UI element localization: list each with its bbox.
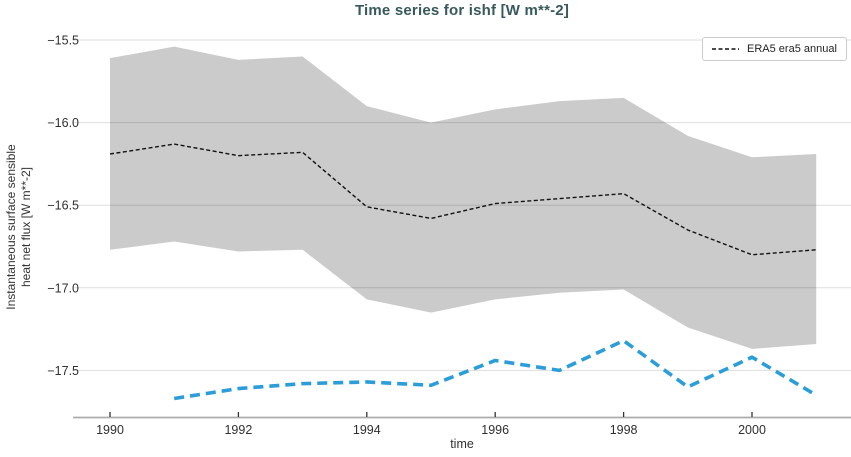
x-tick-labels: 1990 1992 1994 1996 1998 2000 (96, 423, 766, 437)
svg-text:1992: 1992 (224, 423, 252, 437)
dashed-line-icon (712, 48, 739, 50)
svg-text:1994: 1994 (353, 423, 381, 437)
legend-label: ERA5 era5 annual (747, 43, 837, 55)
svg-text:−15.5: −15.5 (47, 34, 79, 48)
svg-text:1990: 1990 (96, 423, 124, 437)
svg-text:1996: 1996 (481, 423, 509, 437)
legend: ERA5 era5 annual (702, 37, 847, 61)
x-axis (73, 412, 851, 419)
svg-text:−17.5: −17.5 (47, 364, 79, 378)
svg-text:−17.0: −17.0 (47, 281, 79, 295)
series-lines (109, 143, 818, 401)
y-tick-labels: −15.5 −16.0 −16.5 −17.0 −17.5 (47, 34, 79, 378)
uncertainty-band (110, 46, 817, 349)
chart-title: Time series for ishf [W m**-2] (354, 2, 570, 19)
svg-text:1998: 1998 (610, 423, 638, 437)
svg-text:−16.5: −16.5 (47, 199, 79, 213)
y-axis-label: Instantaneous surface sensible heat net … (4, 144, 33, 310)
svg-text:−16.0: −16.0 (47, 116, 79, 130)
x-axis-label: time (450, 437, 474, 451)
svg-text:2000: 2000 (738, 423, 766, 437)
